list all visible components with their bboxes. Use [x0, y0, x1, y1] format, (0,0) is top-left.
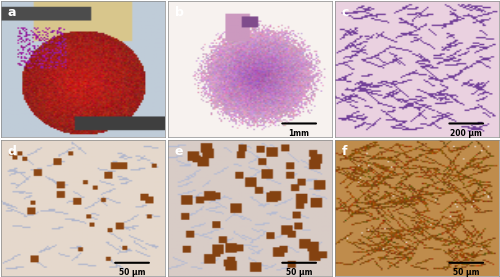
Text: 200 μm: 200 μm — [450, 129, 482, 138]
Text: e: e — [174, 145, 183, 158]
Text: 1mm: 1mm — [288, 129, 310, 138]
Text: 50 μm: 50 μm — [119, 268, 146, 277]
Text: d: d — [8, 145, 16, 158]
Text: 50 μm: 50 μm — [453, 268, 479, 277]
Text: 50 μm: 50 μm — [286, 268, 312, 277]
Text: f: f — [342, 145, 347, 158]
Text: c: c — [342, 6, 349, 19]
Text: b: b — [174, 6, 184, 19]
Text: a: a — [8, 6, 16, 19]
